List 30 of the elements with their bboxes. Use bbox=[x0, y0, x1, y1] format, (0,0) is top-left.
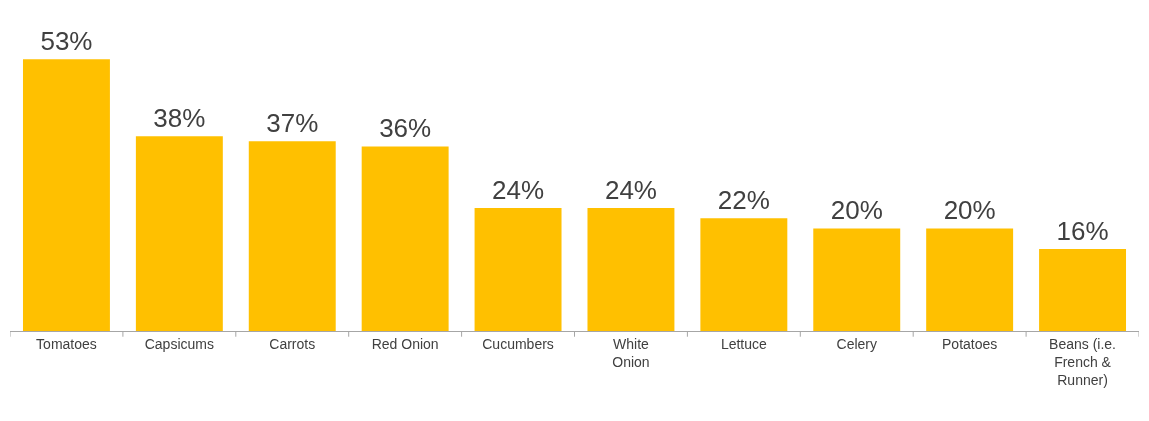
bar bbox=[22, 59, 110, 331]
data-label: 24% bbox=[604, 174, 657, 205]
data-label: 37% bbox=[266, 108, 319, 139]
x-tick-label: Tomatoes bbox=[36, 335, 97, 352]
bar bbox=[926, 228, 1014, 331]
data-label: 16% bbox=[1056, 215, 1109, 246]
bar bbox=[813, 228, 901, 331]
x-tick-label: Capsicums bbox=[144, 335, 214, 352]
bar bbox=[587, 207, 675, 331]
data-label: 20% bbox=[830, 195, 883, 226]
x-tick-label: Carrots bbox=[269, 335, 316, 352]
x-tick-label: Lettuce bbox=[720, 335, 768, 352]
x-tick-label: Beans (i.e. French & Runner) bbox=[1049, 335, 1117, 389]
bar bbox=[474, 207, 562, 331]
data-label: 24% bbox=[492, 174, 545, 205]
x-tick-label: Red Onion bbox=[371, 335, 439, 352]
data-label: 38% bbox=[153, 103, 206, 134]
bar bbox=[248, 141, 336, 331]
x-tick-label: Potatoes bbox=[942, 335, 998, 352]
data-label: 22% bbox=[717, 185, 770, 216]
bar bbox=[135, 136, 223, 331]
bar bbox=[1039, 248, 1127, 331]
x-tick-label: Celery bbox=[836, 335, 877, 352]
x-tick-label: Cucumbers bbox=[482, 335, 554, 352]
bar bbox=[361, 146, 449, 331]
x-tick-label: White Onion bbox=[612, 335, 650, 370]
data-label: 20% bbox=[943, 195, 996, 226]
bar bbox=[700, 218, 788, 331]
data-label: 36% bbox=[379, 113, 432, 144]
data-label: 53% bbox=[40, 26, 93, 57]
